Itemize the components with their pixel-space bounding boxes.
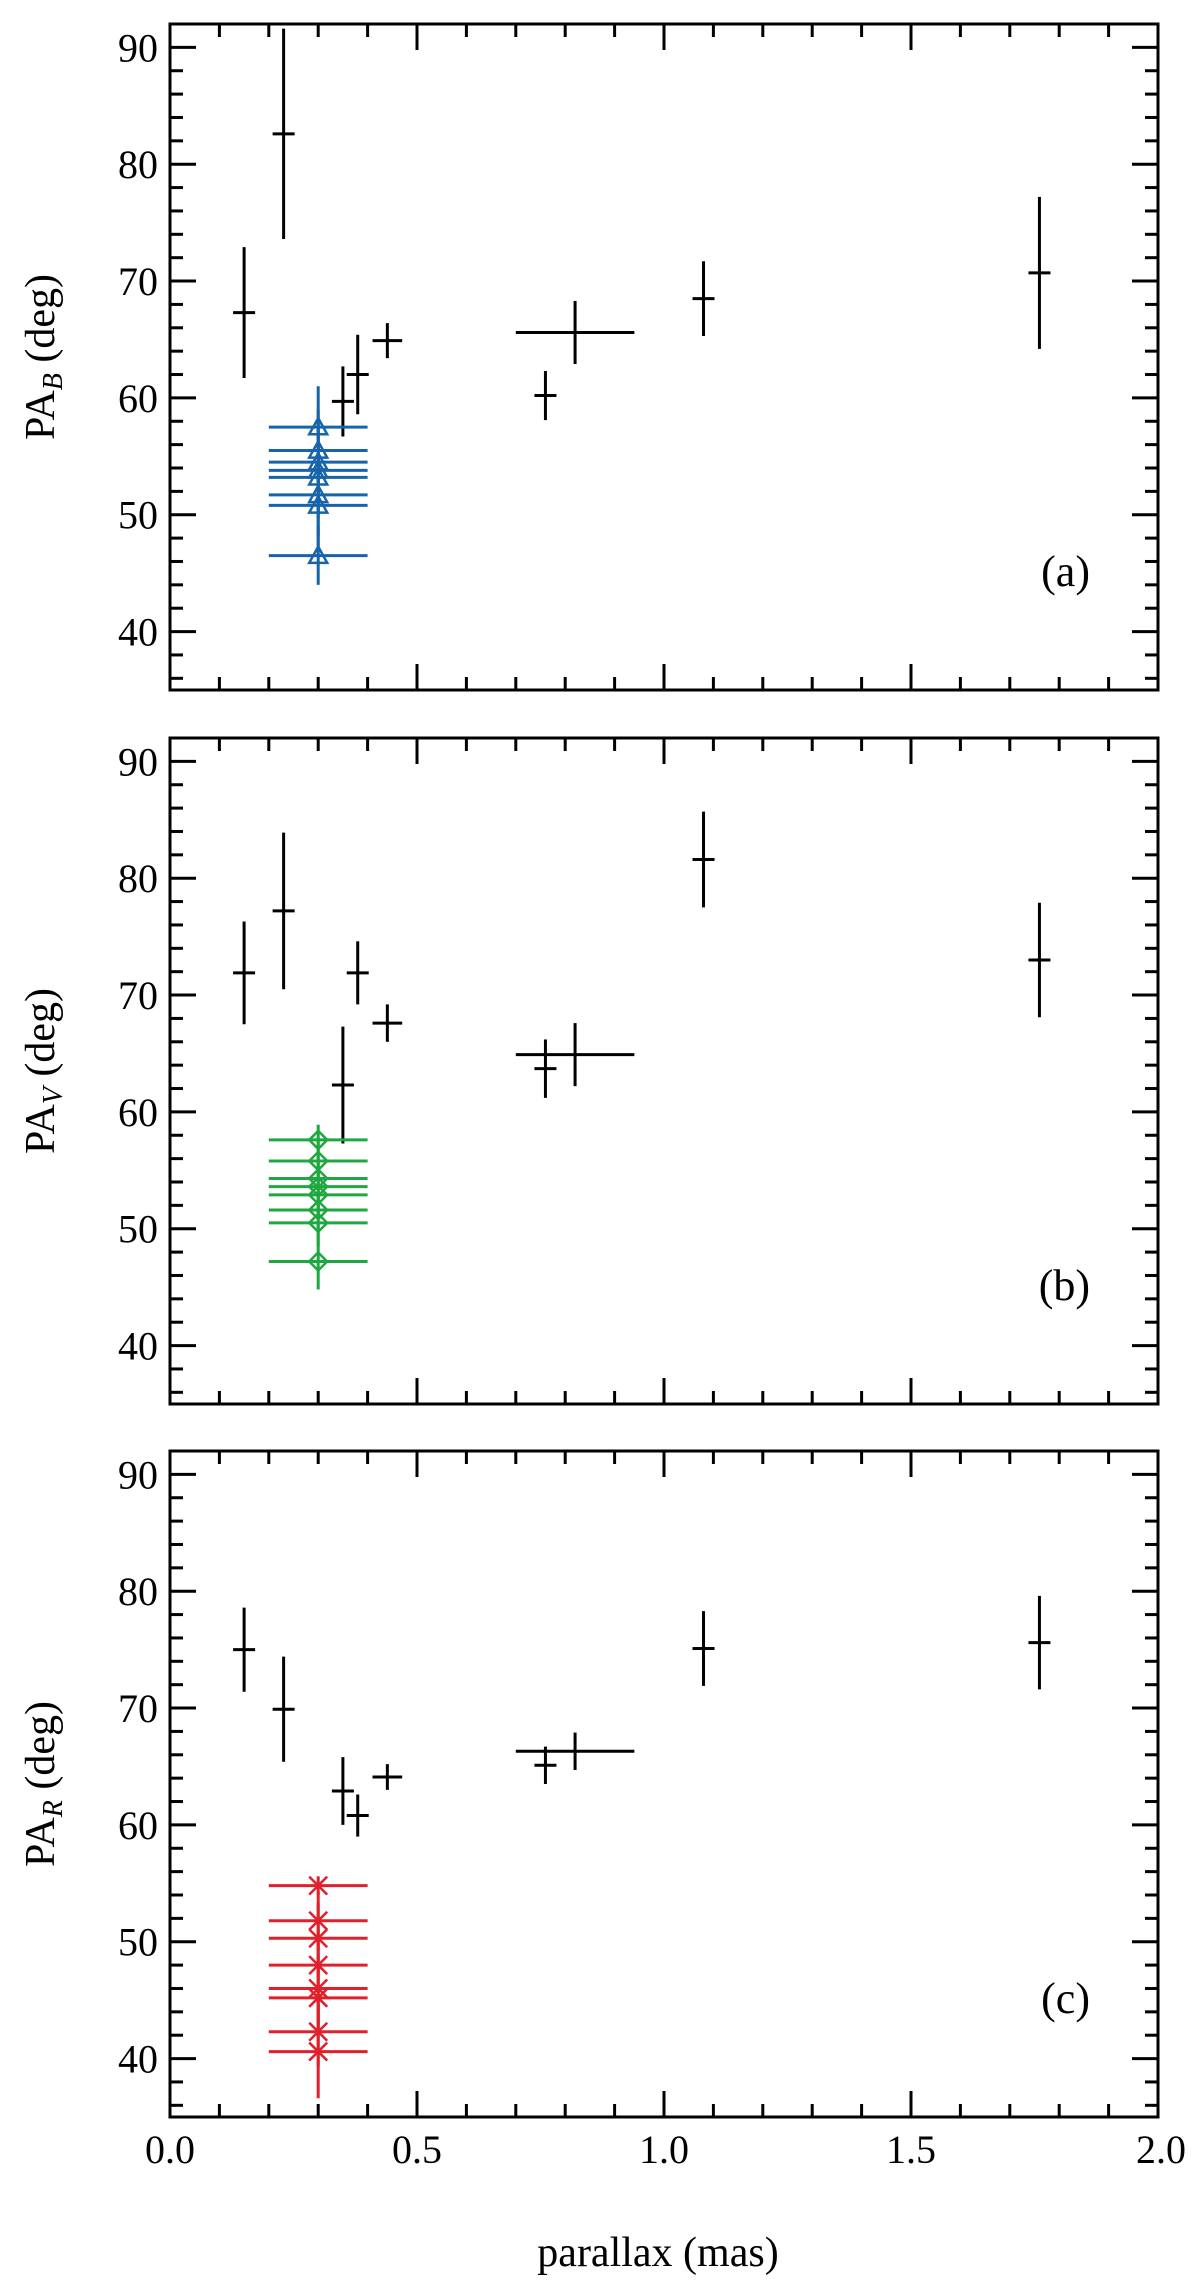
panel-a: 40 50 60 70 80 90 PAB (deg) (a) (18, 22, 1160, 692)
cluster-stars-series (268, 386, 368, 585)
triangle-marker (307, 493, 330, 514)
y-tick-label: 80 (118, 856, 158, 901)
data-point (272, 832, 295, 990)
panel-b: 40 50 60 70 80 90 PAV (deg) (b) (18, 736, 1160, 1406)
y-tick-label: 40 (118, 2037, 158, 2082)
y-tick-label: 60 (118, 1803, 158, 1848)
asterisk-marker (308, 1875, 329, 1896)
diamond-marker (307, 1250, 329, 1273)
asterisk-marker (308, 2041, 329, 2062)
data-point (692, 1611, 715, 1686)
data-point (372, 1764, 403, 1790)
data-point (272, 1656, 295, 1762)
triangle-marker (307, 544, 330, 565)
y-tick-label: 70 (118, 259, 158, 304)
field-stars-series (233, 28, 1051, 437)
y-axis-title: PAV (deg) (18, 988, 69, 1154)
data-point (268, 526, 368, 585)
data-point (372, 1004, 403, 1042)
diamond-marker (307, 1212, 329, 1234)
y-tick-label: 50 (118, 1920, 158, 1965)
data-point (515, 300, 635, 365)
data-point (268, 1233, 368, 1290)
y-tick-label: 50 (118, 1207, 158, 1252)
panel-c: 40 50 60 70 80 90 0.0 0.5 1.0 1.5 2.0 PAR (deg) (c) (18, 1449, 1186, 2172)
y-tick-label: 90 (118, 739, 158, 784)
x-tick-label: 2.0 (1136, 2127, 1186, 2172)
y-axis-title: PAB (deg) (18, 274, 69, 440)
x-tick-label: 0.5 (392, 2127, 442, 2172)
plot-frame (168, 22, 1160, 692)
data-point (346, 1794, 369, 1837)
data-point (331, 1757, 354, 1825)
data-point (1028, 902, 1051, 1018)
y-tick-label: 60 (118, 376, 158, 421)
data-point (331, 366, 354, 437)
data-point (268, 2004, 368, 2099)
x-axis-title: parallax (mas) (537, 2230, 778, 2276)
y-tick-label: 70 (118, 973, 158, 1018)
field-stars-series (233, 811, 1051, 1144)
panel-label: (b) (1039, 1261, 1090, 1310)
data-point (372, 323, 403, 359)
y-axis-title: PAR (deg) (18, 1701, 69, 1867)
y-tick-label: 40 (118, 1324, 158, 1369)
y-tick-label: 80 (118, 142, 158, 187)
x-tick-label: 1.0 (639, 2127, 689, 2172)
y-tick-label: 80 (118, 1569, 158, 1614)
panel-label: (c) (1041, 1974, 1090, 2023)
data-point (515, 1023, 635, 1087)
data-point (534, 371, 557, 421)
data-point (233, 921, 256, 1025)
data-point (1028, 1595, 1051, 1690)
data-point (233, 247, 256, 379)
x-tick-label: 1.5 (886, 2127, 936, 2172)
data-point (515, 1732, 635, 1770)
y-tick-label: 70 (118, 1686, 158, 1731)
cluster-stars-series (268, 1124, 368, 1290)
data-point (534, 1039, 557, 1098)
y-tick-label: 60 (118, 1090, 158, 1135)
data-point (1028, 196, 1051, 349)
panel-label: (a) (1041, 547, 1090, 596)
field-stars-series (233, 1595, 1051, 1837)
y-tick-label: 40 (118, 610, 158, 655)
y-tick-label: 90 (118, 25, 158, 70)
data-point (692, 261, 715, 336)
data-point (346, 334, 369, 415)
y-tick-label: 90 (118, 1452, 158, 1497)
x-tick-label: 0.0 (145, 2127, 195, 2172)
data-point (692, 811, 715, 908)
data-point (331, 1026, 354, 1144)
cluster-stars-series (268, 1875, 368, 2099)
data-point (346, 941, 369, 1005)
data-point (272, 28, 295, 239)
data-point (233, 1607, 256, 1692)
y-tick-label: 50 (118, 493, 158, 538)
plot-frame (168, 736, 1160, 1406)
data-point (534, 1746, 557, 1784)
